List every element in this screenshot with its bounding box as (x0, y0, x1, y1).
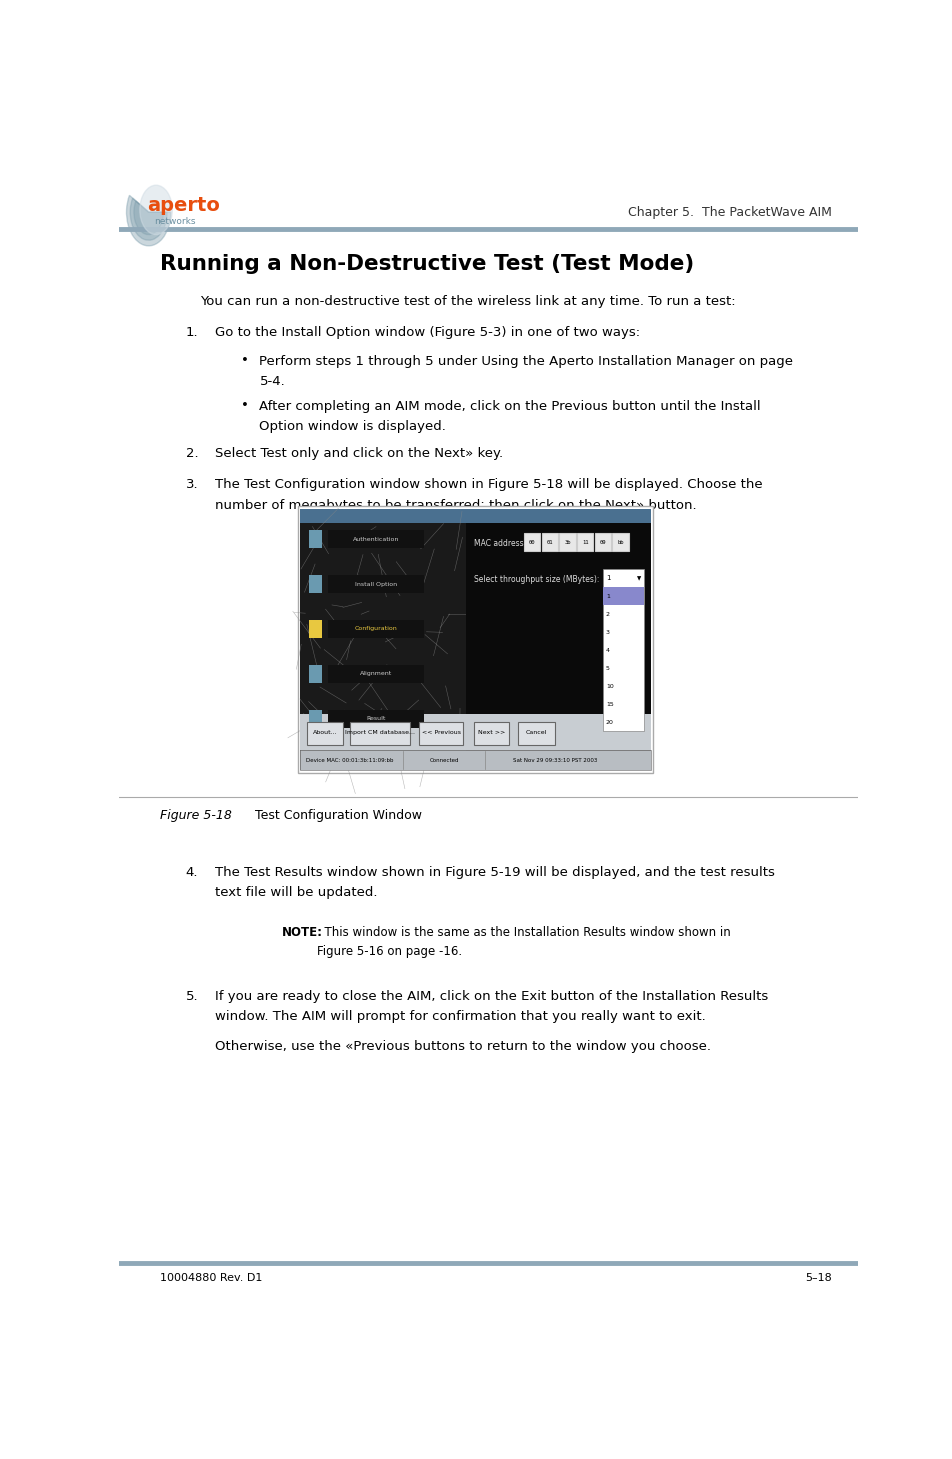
FancyBboxPatch shape (308, 711, 322, 728)
Text: 5.: 5. (186, 989, 198, 1002)
FancyBboxPatch shape (300, 524, 466, 770)
FancyBboxPatch shape (603, 588, 643, 731)
Text: After completing an AIM mode, click on the Previous button until the Install: After completing an AIM mode, click on t… (259, 400, 761, 413)
FancyBboxPatch shape (308, 620, 322, 638)
Text: 00: 00 (528, 540, 535, 546)
Text: << Previous: << Previous (421, 730, 460, 735)
Text: Test Configuration Window: Test Configuration Window (222, 808, 421, 821)
Wedge shape (130, 198, 167, 241)
Text: Figure 5-18: Figure 5-18 (160, 808, 231, 821)
Text: Running a Non-Destructive Test (Test Mode): Running a Non-Destructive Test (Test Mod… (160, 254, 693, 274)
Text: MAC address:: MAC address: (473, 538, 526, 549)
FancyBboxPatch shape (307, 722, 343, 744)
Text: Next >>: Next >> (477, 730, 505, 735)
FancyBboxPatch shape (300, 750, 650, 770)
Text: window. The AIM will prompt for confirmation that you really want to exit.: window. The AIM will prompt for confirma… (215, 1010, 705, 1023)
Text: ▼: ▼ (636, 576, 641, 581)
Text: Import CM database...: Import CM database... (345, 730, 414, 735)
Text: Option window is displayed.: Option window is displayed. (259, 420, 446, 433)
Text: bb: bb (617, 540, 624, 546)
Text: 10: 10 (605, 684, 613, 689)
Text: If you are ready to close the AIM, click on the Exit button of the Installation : If you are ready to close the AIM, click… (215, 989, 767, 1002)
Text: 01: 01 (545, 540, 552, 546)
Text: Configuration: Configuration (354, 626, 397, 632)
Text: number of megabytes to be transferred; then click on the Next» button.: number of megabytes to be transferred; t… (215, 499, 696, 512)
Text: Select Test only and click on the Next» key.: Select Test only and click on the Next» … (215, 446, 503, 460)
Text: 2: 2 (605, 611, 609, 617)
FancyBboxPatch shape (308, 575, 322, 592)
FancyBboxPatch shape (327, 620, 424, 638)
Text: aperto: aperto (147, 196, 220, 214)
Text: Device MAC: 00:01:3b:11:09:bb: Device MAC: 00:01:3b:11:09:bb (306, 757, 393, 763)
FancyBboxPatch shape (576, 534, 593, 552)
Text: Chapter 5.  The PacketWave AIM: Chapter 5. The PacketWave AIM (627, 206, 831, 219)
FancyBboxPatch shape (541, 534, 557, 552)
Text: 10004880 Rev. D1: 10004880 Rev. D1 (160, 1274, 262, 1284)
Text: NOTE:: NOTE: (282, 925, 323, 938)
Text: 15: 15 (605, 702, 613, 706)
Text: networks: networks (153, 216, 195, 226)
FancyBboxPatch shape (603, 588, 643, 605)
Text: Sat Nov 29 09:33:10 PST 2003: Sat Nov 29 09:33:10 PST 2003 (512, 757, 597, 763)
Text: 11: 11 (582, 540, 587, 546)
Text: Result: Result (367, 716, 386, 721)
Text: The Test Configuration window shown in Figure 5-18 will be displayed. Choose the: The Test Configuration window shown in F… (215, 479, 762, 492)
Text: This window is the same as the Installation Results window shown in: This window is the same as the Installat… (317, 925, 730, 938)
Text: Select throughput size (MBytes):: Select throughput size (MBytes): (473, 575, 599, 584)
FancyBboxPatch shape (327, 575, 424, 592)
FancyBboxPatch shape (524, 534, 540, 552)
Text: 1: 1 (605, 575, 609, 581)
Text: Go to the Install Option window (Figure 5-3) in one of two ways:: Go to the Install Option window (Figure … (215, 325, 640, 338)
Text: Authentication: Authentication (352, 537, 399, 541)
Text: 20: 20 (605, 719, 613, 725)
FancyBboxPatch shape (603, 569, 643, 588)
FancyBboxPatch shape (327, 665, 424, 683)
Circle shape (140, 185, 172, 235)
Text: 5-4.: 5-4. (259, 375, 285, 388)
Text: •: • (240, 398, 248, 411)
Text: 2.: 2. (186, 446, 198, 460)
Text: 3: 3 (605, 630, 609, 635)
Text: text file will be updated.: text file will be updated. (215, 886, 377, 899)
Text: The Test Results window shown in Figure 5-19 will be displayed, and the test res: The Test Results window shown in Figure … (215, 867, 774, 878)
Text: Otherwise, use the «Previous buttons to return to the window you choose.: Otherwise, use the «Previous buttons to … (215, 1040, 710, 1053)
Text: 5: 5 (605, 665, 609, 671)
FancyBboxPatch shape (327, 711, 424, 728)
FancyBboxPatch shape (327, 530, 424, 549)
Text: 5–18: 5–18 (804, 1274, 831, 1284)
Wedge shape (134, 201, 164, 235)
Text: Install Option: Install Option (355, 582, 397, 587)
Text: Alignment: Alignment (360, 671, 392, 677)
FancyBboxPatch shape (559, 534, 575, 552)
FancyBboxPatch shape (308, 530, 322, 549)
FancyBboxPatch shape (612, 534, 628, 552)
Text: 09: 09 (599, 540, 605, 546)
Text: You can run a non-destructive test of the wireless link at any time. To run a te: You can run a non-destructive test of th… (200, 295, 735, 308)
Wedge shape (127, 196, 170, 247)
FancyBboxPatch shape (298, 506, 652, 773)
FancyBboxPatch shape (308, 665, 322, 683)
Text: 1.: 1. (186, 325, 198, 338)
FancyBboxPatch shape (517, 722, 554, 744)
Text: Connected: Connected (429, 757, 458, 763)
Text: •: • (240, 353, 248, 366)
Text: 4.: 4. (186, 867, 198, 878)
FancyBboxPatch shape (419, 722, 463, 744)
FancyBboxPatch shape (300, 715, 650, 750)
FancyBboxPatch shape (300, 509, 650, 524)
FancyBboxPatch shape (473, 722, 508, 744)
Text: Cancel: Cancel (526, 730, 546, 735)
Text: About...: About... (312, 730, 337, 735)
FancyBboxPatch shape (594, 534, 610, 552)
FancyBboxPatch shape (466, 524, 650, 770)
Text: Figure 5-16 on page -16.: Figure 5-16 on page -16. (317, 944, 462, 957)
Text: 1: 1 (605, 594, 609, 598)
Text: 4: 4 (605, 648, 609, 652)
Text: 3.: 3. (186, 479, 198, 492)
FancyBboxPatch shape (349, 722, 409, 744)
Text: Perform steps 1 through 5 under Using the Aperto Installation Manager on page: Perform steps 1 through 5 under Using th… (259, 355, 793, 368)
Text: 3b: 3b (564, 540, 570, 546)
